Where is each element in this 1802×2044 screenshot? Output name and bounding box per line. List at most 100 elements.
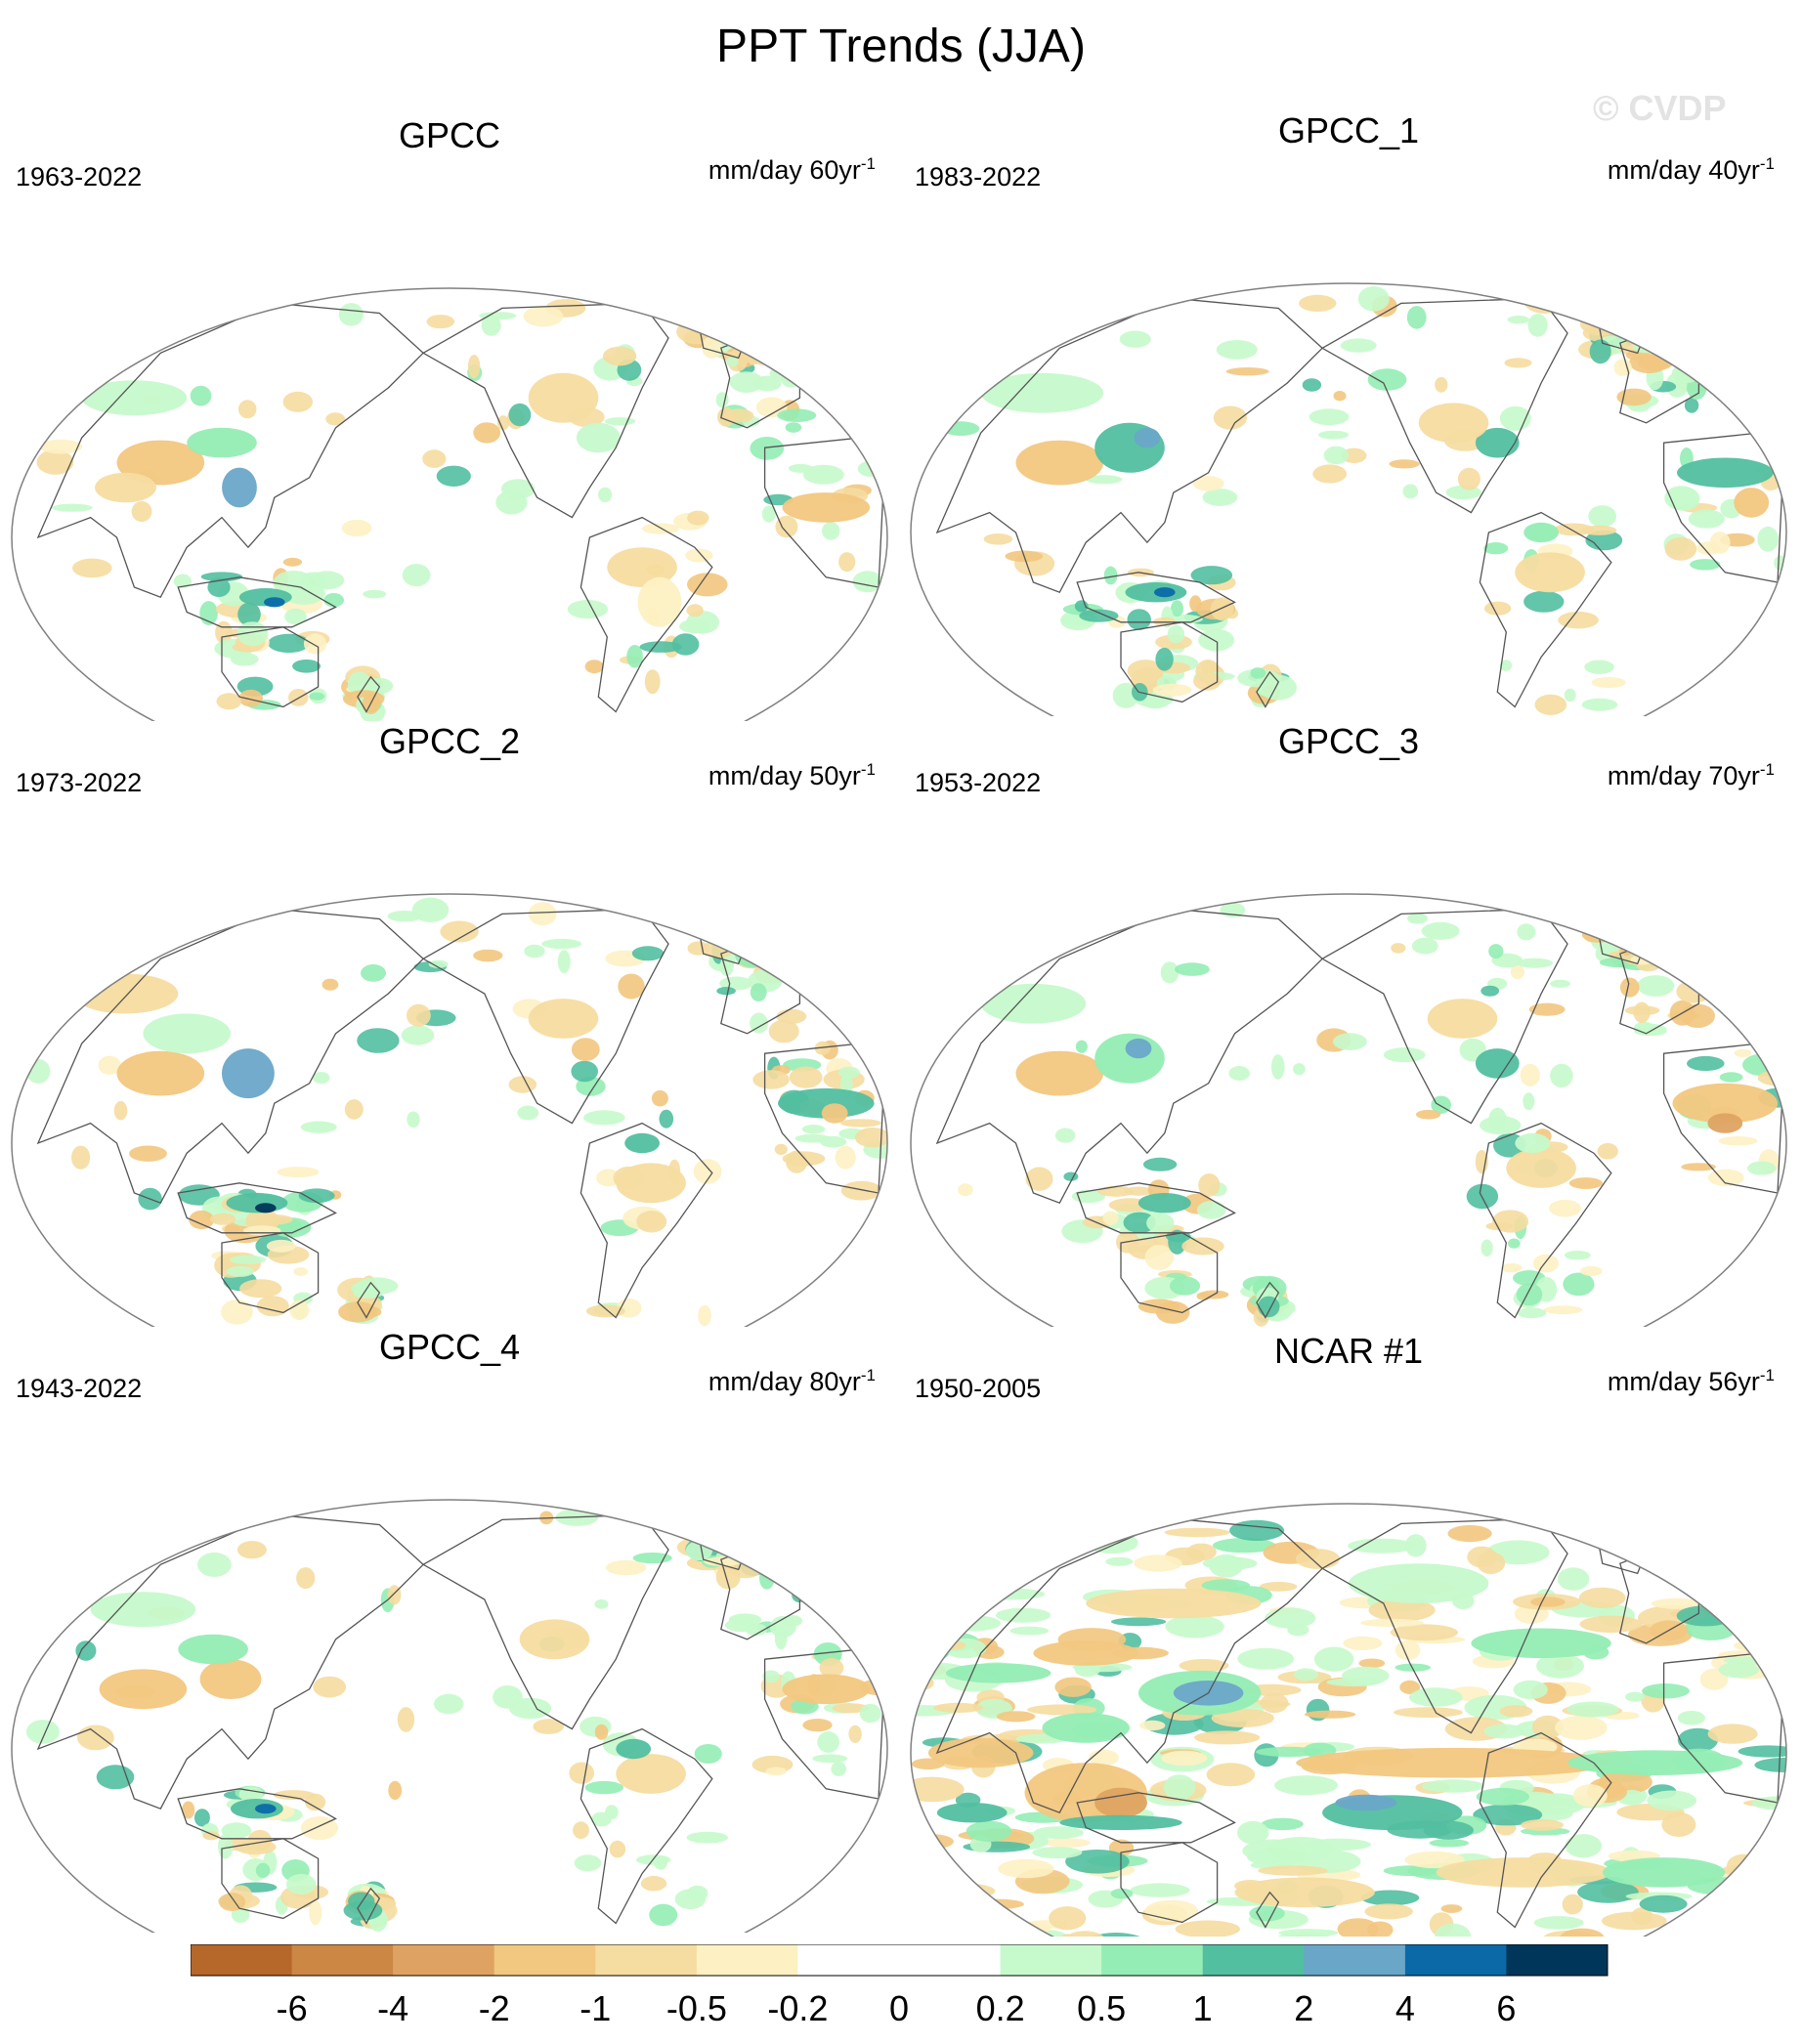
anomaly-blob: [1190, 566, 1233, 585]
anomaly-blob: [585, 1304, 625, 1318]
anomaly-region: [222, 467, 257, 508]
anomaly-blob: [639, 641, 682, 653]
anomaly-blob: [1367, 368, 1407, 391]
units-text: mm/day 50yr: [708, 761, 861, 790]
anomaly-blob: [1293, 1063, 1306, 1076]
anomaly-blob: [702, 336, 723, 359]
anomaly-blob: [129, 1145, 167, 1162]
anomaly-blob: [524, 944, 545, 958]
anomaly-blob: [584, 660, 604, 674]
anomaly-blob: [1009, 1626, 1050, 1636]
colorbar-tick-label: -4: [377, 1988, 408, 2028]
anomaly-blob: [699, 307, 736, 329]
anomaly-blob: [911, 1776, 965, 1803]
anomaly-blob: [1488, 944, 1504, 959]
anomaly-blob: [1594, 900, 1621, 924]
anomaly-blob: [745, 944, 784, 962]
anomaly-blob: [1294, 1668, 1318, 1682]
anomaly-blob: [1225, 367, 1269, 376]
anomaly-blob: [924, 1586, 993, 1608]
anomaly-blob: [1554, 523, 1594, 536]
anomaly-blob: [911, 1626, 953, 1638]
anomaly-blob: [1209, 1554, 1244, 1578]
anomaly-blob: [1725, 1613, 1783, 1629]
anomaly-blob: [1074, 1662, 1100, 1678]
anomaly-blob: [778, 1540, 808, 1556]
anomaly-blob: [1102, 1211, 1119, 1225]
anomaly-blob: [1584, 311, 1620, 322]
anomaly-blob: [1557, 1567, 1590, 1591]
anomaly-blob: [802, 464, 844, 485]
anomaly-blob: [1508, 1238, 1521, 1249]
anomaly-blob: [1185, 1543, 1217, 1561]
anomaly-blob: [1562, 1894, 1583, 1915]
anomaly-blob: [743, 1533, 756, 1547]
anomaly-blob: [282, 557, 303, 567]
coastline-new-zealand: [1256, 670, 1280, 708]
anomaly-blob: [1473, 1804, 1543, 1826]
anomaly-blob: [722, 899, 754, 919]
anomaly-blob: [1193, 671, 1222, 691]
anomaly-blob: [200, 572, 243, 582]
anomaly-blob: [1564, 688, 1576, 703]
anomaly-blob: [1075, 1040, 1088, 1053]
anomaly-blob: [1192, 476, 1224, 491]
anomaly-blob: [996, 1711, 1036, 1723]
map-panel-gpcc-2: GPCC_2 1973-2022 mm/day 50yr-1: [0, 721, 899, 1327]
anomaly-blob: [309, 1900, 322, 1926]
anomaly-blob: [1309, 408, 1350, 426]
anomaly-blob: [309, 692, 325, 701]
anomaly-blob: [481, 315, 501, 336]
anomaly-blob: [685, 548, 713, 563]
anomaly-region: [1134, 427, 1161, 448]
anomaly-blob: [1661, 1811, 1696, 1837]
anomaly-region: [1677, 457, 1774, 489]
anomaly-blob: [1666, 947, 1690, 964]
anomaly-blob: [1774, 555, 1786, 571]
anomaly-blob: [642, 523, 679, 534]
anomaly-blob: [745, 300, 766, 319]
coastline-australia: [1120, 1232, 1219, 1314]
map-canvas: [910, 893, 1787, 1327]
anomaly-region: [1734, 488, 1770, 518]
anomaly-blob: [1194, 1730, 1261, 1745]
anomaly-blob: [1724, 1594, 1752, 1615]
anomaly-blob: [1699, 1668, 1729, 1690]
anomaly-blob: [709, 305, 749, 322]
anomaly-blob: [1139, 1720, 1166, 1731]
anomaly-blob: [1560, 1928, 1605, 1937]
anomaly-blob: [1588, 311, 1624, 328]
anomaly-blob: [1097, 1185, 1135, 1197]
anomaly-blob: [750, 1012, 768, 1034]
map-field: [26, 897, 887, 1327]
anomaly-blob: [1127, 609, 1151, 630]
anomaly-blob: [541, 938, 582, 950]
anomaly-blob: [604, 417, 636, 426]
anomaly-region: [980, 983, 1087, 1024]
anomaly-region: [255, 1203, 277, 1214]
anomaly-region: [927, 1737, 1034, 1768]
anomaly-blob: [1018, 298, 1055, 312]
anomaly-blob: [1480, 1116, 1522, 1135]
anomaly-blob: [938, 1883, 996, 1899]
units-text: mm/day 80yr: [708, 1367, 861, 1396]
anomaly-blob: [236, 1541, 267, 1559]
anomaly-blob: [325, 412, 346, 426]
anomaly-blob: [1718, 1661, 1759, 1679]
land-masses: [936, 909, 1782, 1318]
anomaly-blob: [32, 1547, 64, 1560]
anomaly-blob: [762, 1670, 780, 1683]
panel-units: mm/day 56yr-1: [1608, 1366, 1775, 1397]
anomaly-blob: [801, 1125, 826, 1134]
anomaly-blob: [694, 320, 713, 331]
anomaly-blob: [1517, 923, 1536, 941]
anomaly-blob: [1198, 1173, 1221, 1197]
anomaly-blob: [338, 303, 364, 326]
anomaly-blob: [817, 1731, 839, 1753]
anomaly-blob: [602, 346, 637, 366]
anomaly-blob: [1499, 1705, 1533, 1718]
anomaly-region: [936, 1803, 1008, 1823]
anomaly-blob: [1025, 1167, 1053, 1191]
anomaly-blob: [631, 946, 665, 961]
anomaly-region: [616, 1754, 686, 1794]
